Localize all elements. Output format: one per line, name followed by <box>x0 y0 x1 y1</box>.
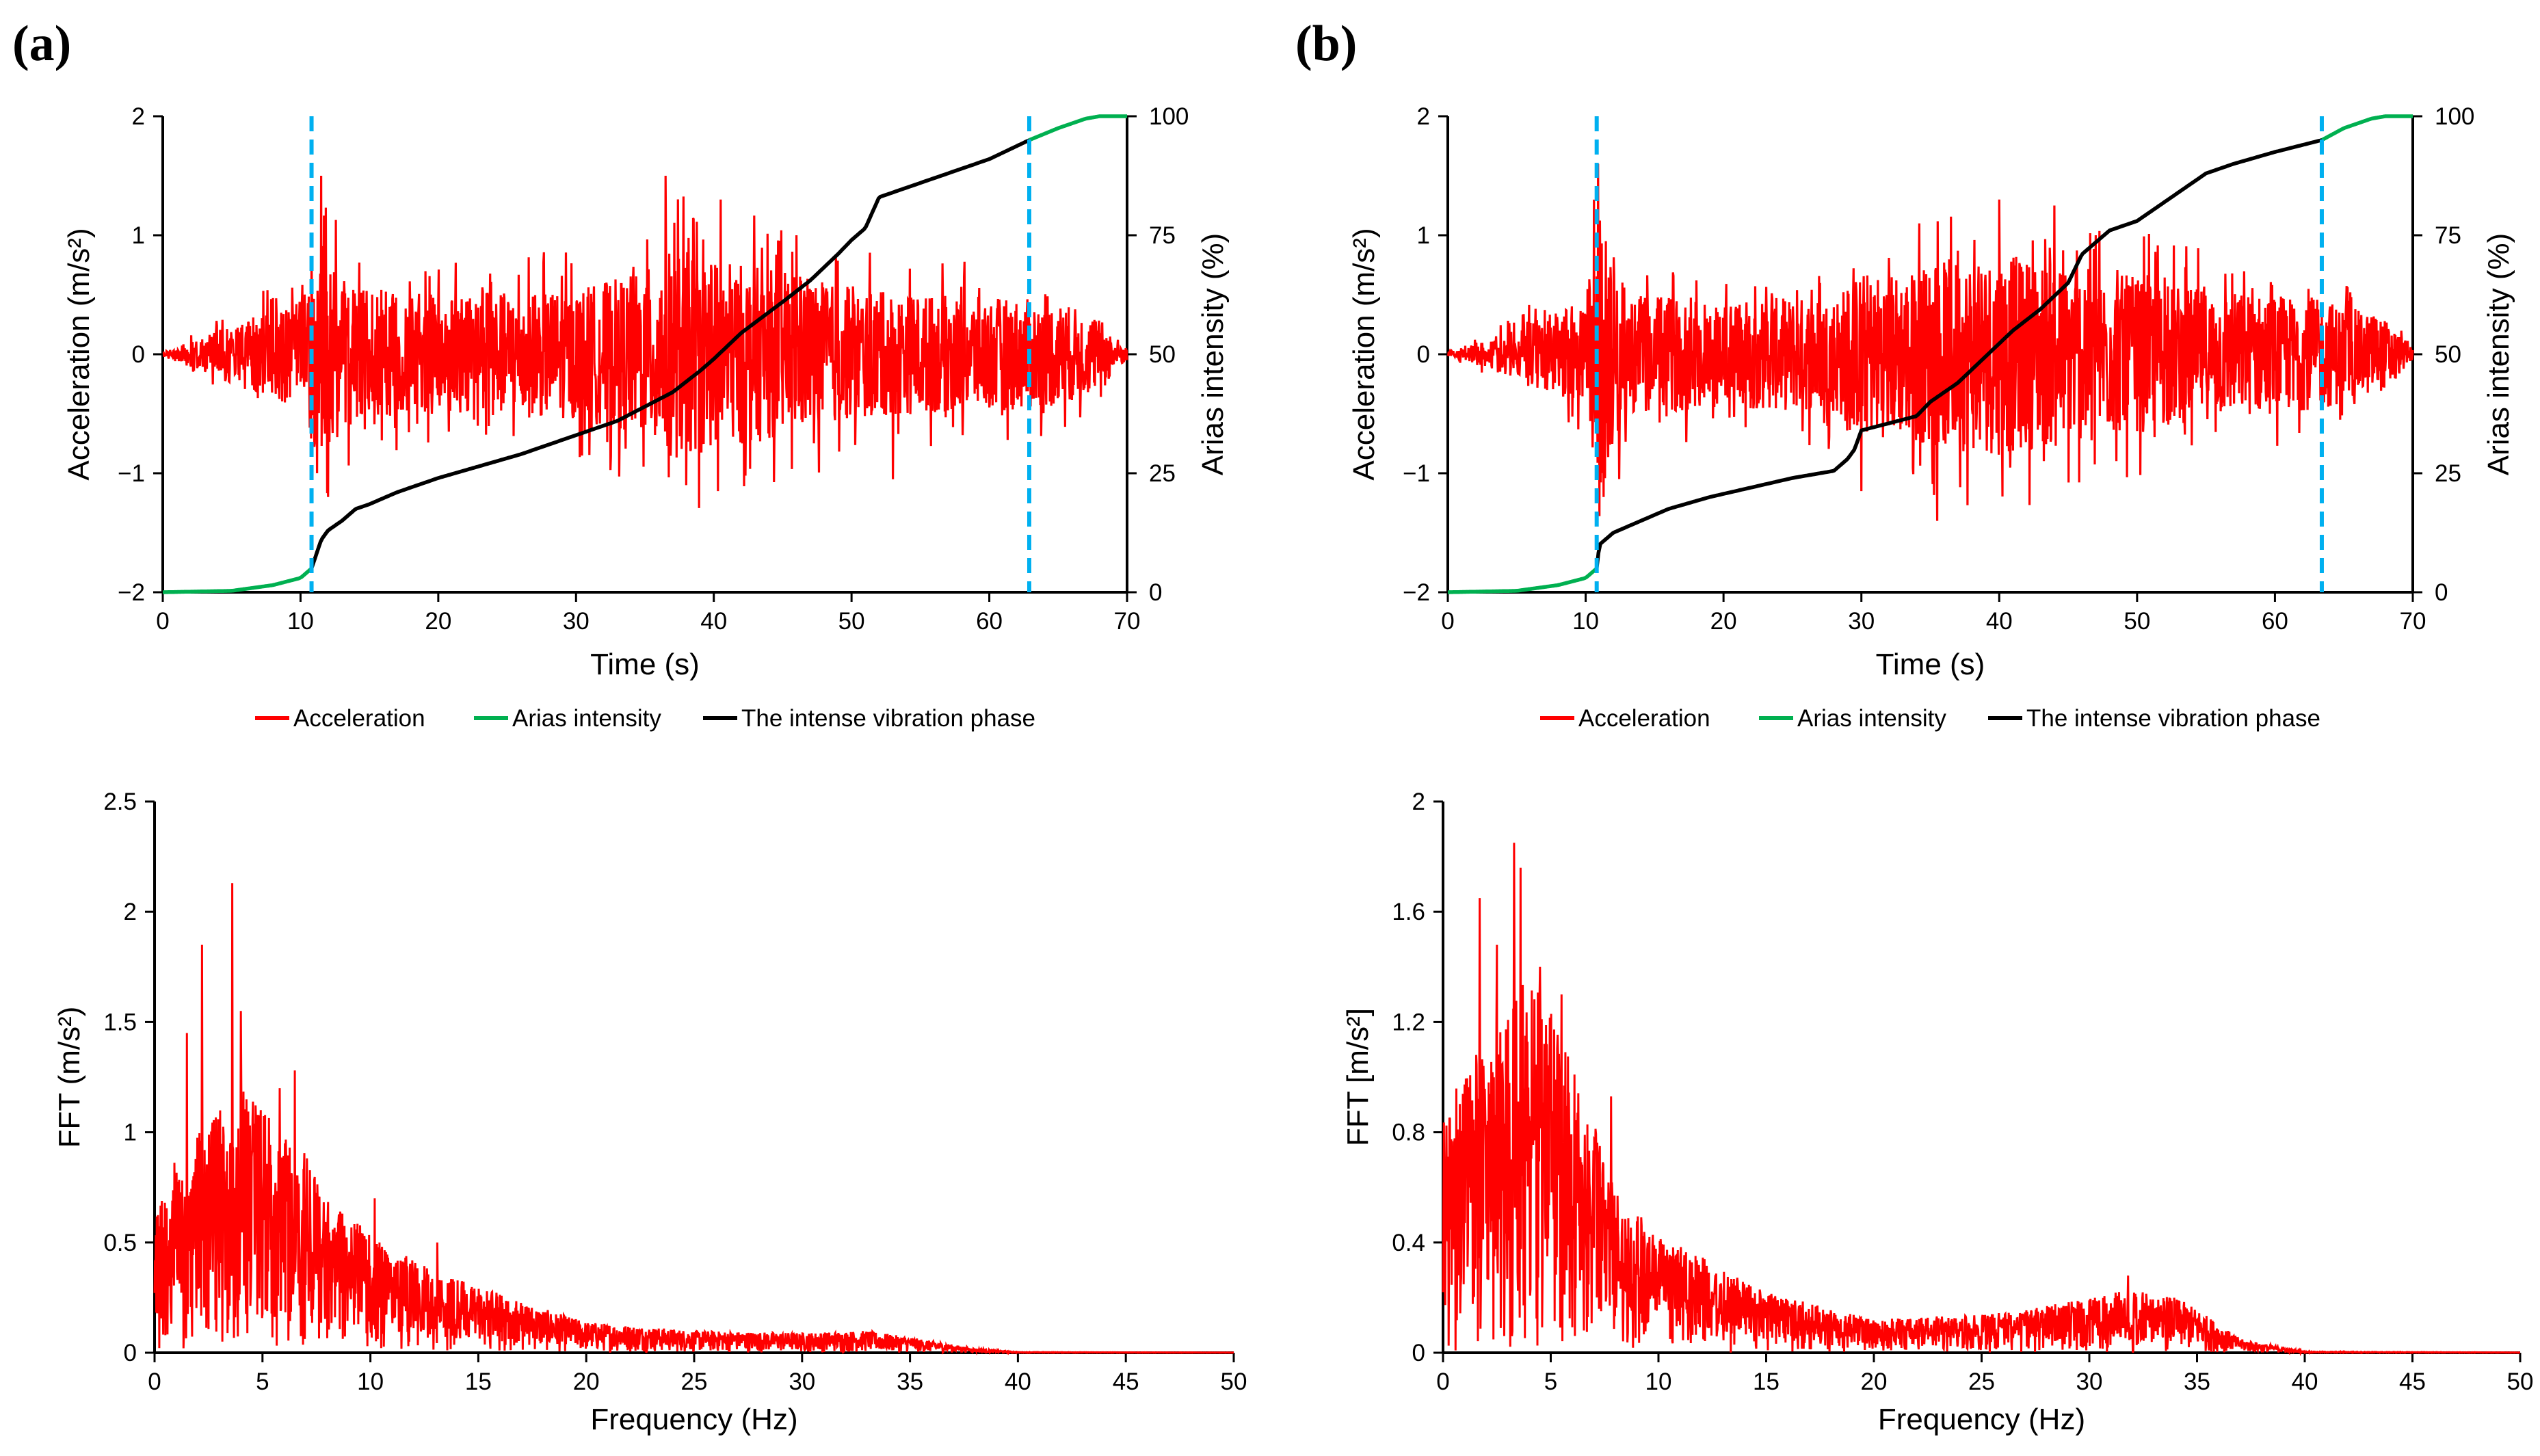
legend-label-acceleration: Acceleration <box>293 705 425 732</box>
y2-tick-label: 75 <box>1149 222 1176 249</box>
y-tick-label: 0.5 <box>103 1230 137 1256</box>
y-tick-label: 2 <box>124 899 137 925</box>
x-tick-label: 15 <box>1753 1368 1780 1395</box>
y-tick-label: 0 <box>1417 341 1430 368</box>
x-tick-label: 30 <box>563 608 590 635</box>
y2-tick-label: 0 <box>2435 579 2448 606</box>
y-tick-label: −2 <box>1403 579 1430 606</box>
x-tick-label: 10 <box>287 608 314 635</box>
x-axis-title: Frequency (Hz) <box>590 1403 797 1436</box>
y-tick-label: −2 <box>118 579 145 606</box>
intense-phase-series <box>309 138 1031 570</box>
x-tick-label: 50 <box>2507 1368 2534 1395</box>
x-tick-label: 30 <box>2076 1368 2103 1395</box>
x-tick-label: 20 <box>573 1368 600 1395</box>
arias-intensity-series <box>163 567 313 594</box>
y-tick-label: 0.8 <box>1392 1120 1425 1146</box>
x-axis-title: Time (s) <box>1876 648 1985 681</box>
y-tick-label: −1 <box>1403 460 1430 487</box>
legend-label-arias: Arias intensity <box>512 705 661 732</box>
x-tick-label: 10 <box>357 1368 384 1395</box>
x-tick-label: 70 <box>1114 608 1141 635</box>
y2-tick-label: 25 <box>2435 460 2461 487</box>
x-tick-label: 40 <box>700 608 727 635</box>
panel-label: (b) <box>1295 16 1357 72</box>
x-tick-label: 5 <box>1544 1368 1557 1395</box>
y2-tick-label: 100 <box>1149 103 1189 130</box>
x-tick-label: 40 <box>1005 1368 1031 1395</box>
x-tick-label: 45 <box>2399 1368 2426 1395</box>
y-tick-label: 0 <box>124 1340 137 1366</box>
y2-tick-label: 100 <box>2435 103 2474 130</box>
legend-label-intense: The intense vibration phase <box>741 705 1035 732</box>
y-tick-label: 1 <box>1417 222 1430 249</box>
legend-label-intense: The intense vibration phase <box>2026 705 2320 732</box>
x-tick-label: 10 <box>1645 1368 1672 1395</box>
y-tick-label: 1.5 <box>103 1009 137 1035</box>
y-tick-label: 0.4 <box>1392 1230 1425 1256</box>
x-tick-label: 25 <box>681 1368 708 1395</box>
x-tick-label: 35 <box>897 1368 923 1395</box>
legend-label-acceleration: Acceleration <box>1578 705 1710 732</box>
y-tick-label: 2 <box>1412 789 1425 815</box>
x-tick-label: 0 <box>148 1368 161 1395</box>
y-tick-label: 1 <box>132 222 145 249</box>
x-tick-label: 0 <box>156 608 169 635</box>
x-tick-label: 20 <box>1861 1368 1888 1395</box>
y-tick-label: 2 <box>132 103 145 130</box>
y-axis-title: FFT [m/s²] <box>1341 1008 1375 1146</box>
panel-label: (a) <box>12 16 71 72</box>
x-tick-label: 15 <box>465 1368 492 1395</box>
x-tick-label: 40 <box>2292 1368 2318 1395</box>
acceleration-series <box>1446 163 2414 521</box>
y-tick-label: 1 <box>124 1120 137 1146</box>
arias-intensity-series <box>1029 114 1127 142</box>
x-tick-label: 35 <box>2184 1368 2210 1395</box>
x-tick-label: 20 <box>1710 608 1737 635</box>
y2-tick-label: 0 <box>1149 579 1162 606</box>
x-tick-label: 50 <box>2124 608 2150 635</box>
x-tick-label: 50 <box>1221 1368 1247 1395</box>
y-tick-label: 0 <box>1412 1340 1425 1366</box>
y-axis-title: Acceleration (m/s²) <box>62 228 96 480</box>
y-tick-label: −1 <box>118 460 145 487</box>
y-axis-title: Acceleration (m/s²) <box>1347 228 1381 480</box>
x-tick-label: 5 <box>256 1368 269 1395</box>
y2-axis-title: Arias intensity (%) <box>1196 233 1230 476</box>
x-tick-label: 50 <box>838 608 865 635</box>
y-axis-title: FFT (m/s²) <box>53 1007 86 1148</box>
x-axis-title: Time (s) <box>590 648 700 681</box>
y2-tick-label: 50 <box>2435 341 2461 368</box>
y2-tick-label: 25 <box>1149 460 1176 487</box>
y2-axis-title: Arias intensity (%) <box>2482 233 2515 476</box>
x-tick-label: 70 <box>2400 608 2426 635</box>
y-tick-label: 1.6 <box>1392 899 1425 925</box>
x-tick-label: 10 <box>1572 608 1599 635</box>
x-tick-label: 45 <box>1113 1368 1139 1395</box>
acceleration-series <box>162 175 1128 508</box>
arias-intensity-series <box>1448 567 1598 594</box>
x-tick-label: 0 <box>1441 608 1454 635</box>
y-tick-label: 2.5 <box>103 789 137 815</box>
x-tick-label: 30 <box>1848 608 1875 635</box>
x-tick-label: 0 <box>1436 1368 1449 1395</box>
x-tick-label: 60 <box>976 608 1003 635</box>
intense-phase-series <box>1594 138 2323 569</box>
fft-spectrum-series <box>153 883 1234 1356</box>
x-tick-label: 40 <box>1986 608 2013 635</box>
fft-spectrum-series <box>1442 843 2521 1357</box>
legend-label-arias: Arias intensity <box>1797 705 1946 732</box>
y2-tick-label: 75 <box>2435 222 2461 249</box>
x-tick-label: 60 <box>2262 608 2288 635</box>
x-tick-label: 20 <box>425 608 451 635</box>
x-tick-label: 30 <box>789 1368 815 1395</box>
y-tick-label: 0 <box>132 341 145 368</box>
y2-tick-label: 50 <box>1149 341 1176 368</box>
x-tick-label: 25 <box>1968 1368 1995 1395</box>
y-tick-label: 1.2 <box>1392 1009 1425 1035</box>
x-axis-title: Frequency (Hz) <box>1878 1403 2085 1436</box>
arias-intensity-series <box>2320 114 2413 142</box>
y-tick-label: 2 <box>1417 103 1430 130</box>
